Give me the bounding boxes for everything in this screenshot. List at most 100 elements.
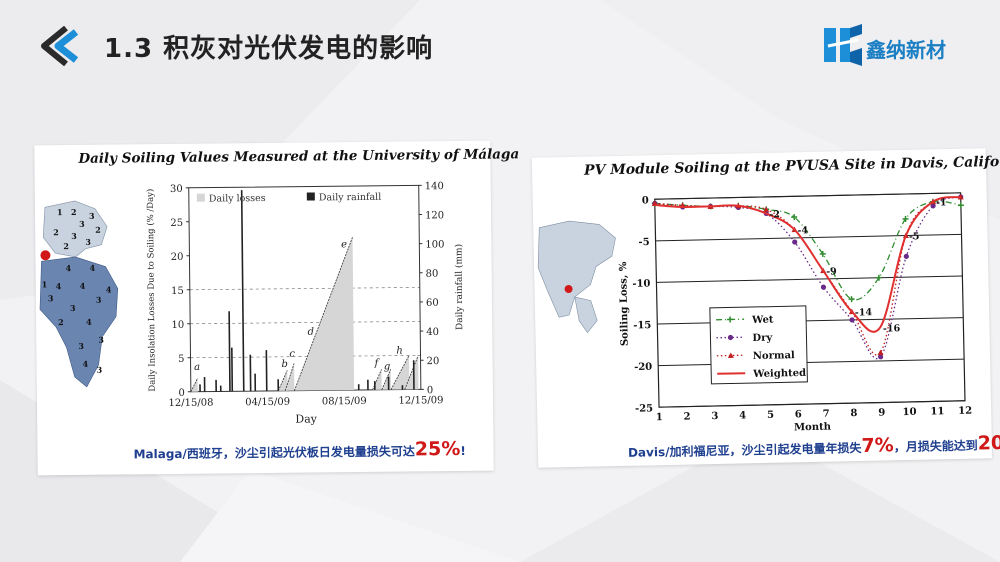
y-tick-label: -15 — [633, 320, 651, 331]
map-zone-number: 2 — [63, 241, 69, 251]
data-point — [957, 193, 964, 200]
point-label: c — [289, 349, 295, 360]
x-tick-label: 7 — [823, 409, 830, 420]
rainfall-bar — [254, 373, 257, 392]
y-tick-label: -25 — [635, 403, 653, 414]
series-line-weighted — [654, 195, 961, 333]
caption-highlight: 7% — [861, 434, 894, 457]
trend-line — [404, 355, 419, 390]
y-tick-label: -20 — [634, 362, 652, 373]
y-tick-label: 25 — [170, 218, 183, 229]
data-point — [930, 203, 936, 209]
trend-line — [190, 377, 198, 392]
data-point — [820, 284, 827, 290]
rainfall-bar — [240, 190, 245, 392]
y-tick-label: 5 — [178, 354, 184, 365]
data-point — [875, 274, 882, 281]
data-label: -9 — [826, 266, 837, 277]
map-zone-number: 3 — [48, 293, 54, 303]
rainfall-bar — [199, 384, 201, 392]
y-tick-label: 15 — [171, 286, 184, 297]
data-point — [819, 250, 826, 257]
caption-middle: ，月损失能达到 — [893, 438, 978, 455]
legend-line — [716, 354, 745, 357]
series-line-wet — [654, 200, 962, 301]
map-zone-number: 3 — [70, 303, 76, 313]
legend-swatch-losses — [196, 193, 205, 202]
caption-suffix: ! — [460, 443, 466, 458]
legend-marker — [727, 352, 734, 359]
rainfall-bar — [387, 376, 390, 390]
map-zone-number: 3 — [71, 231, 77, 241]
point-label: h — [396, 346, 403, 357]
legend-label: Weighted — [752, 368, 806, 380]
y2-tick-label: 40 — [426, 327, 439, 338]
data-label: -5 — [909, 231, 920, 242]
davis-figure-card: PV Module Soiling at the PVUSA Site in D… — [531, 148, 1000, 468]
daily-loss-area — [294, 237, 355, 391]
map-zone-number: 1 — [42, 279, 48, 289]
x-tick-label: 1 — [656, 412, 663, 423]
rainfall-bar — [215, 379, 217, 392]
map-zone-number: 3 — [89, 211, 95, 221]
logo-mark-icon — [824, 24, 862, 66]
data-point — [849, 317, 855, 323]
world-map-north-america — [537, 220, 616, 334]
caption-text: Malaga/西班牙，沙尘引起光伏板日发电量损失可达 — [133, 444, 415, 462]
data-point — [877, 349, 884, 356]
y2-tick-label: 140 — [425, 181, 444, 192]
y-axis-label: Soiling Loss, % — [618, 261, 631, 346]
data-point — [957, 202, 964, 209]
davis-soiling-chart: 0-5-10-15-20-251 2 3 4 5 6 7 8 9 10 11 12MonthSoili… — [618, 192, 972, 434]
map-zone-number: 3 — [85, 237, 91, 247]
data-label: -4 — [797, 225, 808, 236]
rainfall-bar — [265, 350, 268, 391]
data-point — [903, 253, 909, 259]
point-label: b — [281, 359, 288, 370]
legend-label-losses: Daily losses — [209, 193, 266, 205]
rainfall-bar — [277, 379, 280, 391]
map-zone-number: 2 — [58, 317, 64, 327]
y2-axis-label: Daily rainfall (mm) — [453, 244, 465, 330]
x-tick-label: 12/15/09 — [398, 395, 443, 406]
data-point — [848, 296, 855, 303]
data-label: -2 — [769, 209, 780, 220]
rainfall-bar — [401, 385, 404, 390]
rainfall-bar — [249, 354, 252, 392]
legend-marker — [727, 334, 734, 341]
malaga-marker-icon — [40, 250, 51, 261]
malaga-caption: Malaga/西班牙，沙尘引起光伏板日发电量损失可达25%! — [133, 438, 466, 463]
trend-line — [390, 355, 410, 390]
data-point — [792, 239, 798, 245]
rainfall-bar — [412, 360, 415, 390]
chart-title: PV Module Soiling at the PVUSA Site in D… — [583, 153, 1000, 179]
map-zone-number: 4 — [86, 317, 92, 327]
map-zone-number: 4 — [106, 285, 112, 295]
trend-line — [381, 369, 392, 390]
y-tick-label: -10 — [632, 279, 650, 290]
map-zone-number: 2 — [95, 225, 101, 235]
point-label: a — [194, 362, 200, 373]
legend-swatch-rainfall — [306, 192, 315, 201]
trend-line — [284, 363, 295, 391]
caption-highlight: 20% — [977, 431, 1000, 455]
logo-text: 鑫纳新材 — [866, 38, 946, 62]
y2-tick-label: 60 — [426, 298, 439, 309]
legend-line — [716, 336, 745, 339]
x-axis-label: Month — [794, 422, 832, 434]
company-logo: 鑫纳新材 — [822, 22, 982, 68]
back-chevron-icon[interactable] — [36, 26, 82, 66]
malaga-soiling-chart: 0 5 10 15 20 25 30 0 20 40 60 80 100 120 140 12/15/08 04… — [145, 181, 465, 426]
point-label: f — [374, 358, 381, 369]
y2-tick-label: 100 — [425, 239, 444, 250]
y-tick-label: 0 — [178, 388, 184, 399]
davis-marker-icon — [564, 285, 573, 294]
y-tick-label: 0 — [642, 195, 649, 206]
rainfall-bar — [203, 377, 206, 392]
grid-line — [656, 275, 963, 283]
plot-frame — [654, 192, 966, 408]
y-tick-label: 20 — [171, 252, 184, 263]
x-tick-label: 3 — [711, 411, 718, 422]
trend-line — [277, 370, 288, 392]
grid-line — [190, 321, 421, 325]
